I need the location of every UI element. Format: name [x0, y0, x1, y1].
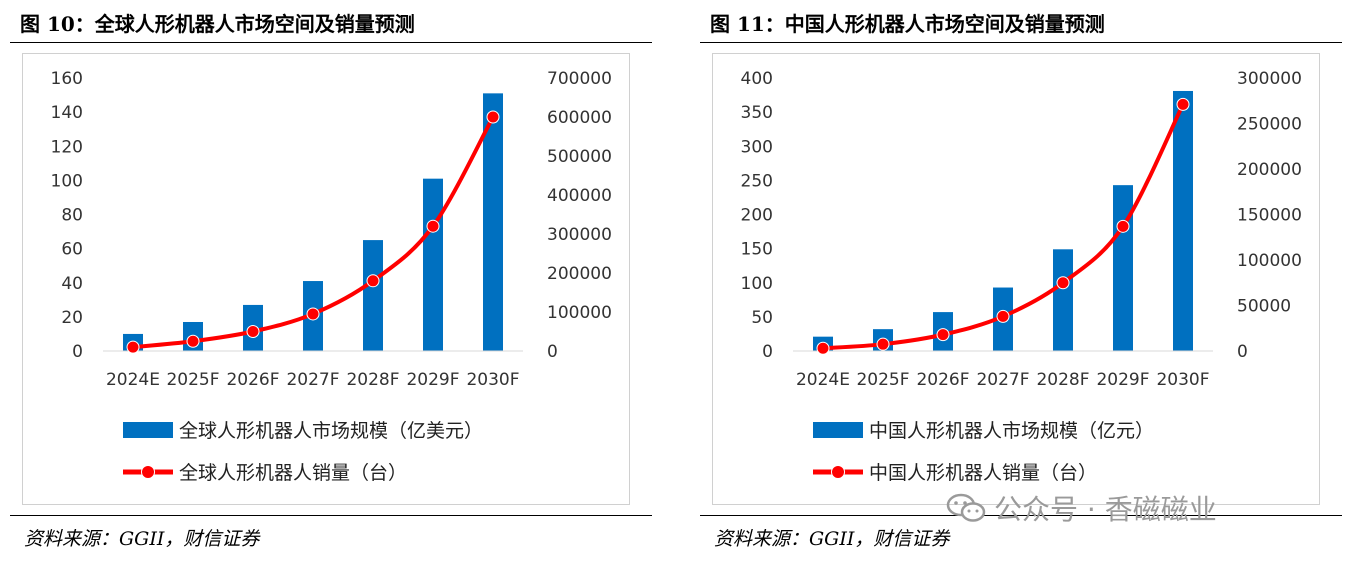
x-tick-label: 2025F [166, 370, 219, 390]
source-note: 资料来源：GGII，财信证券 [24, 528, 260, 550]
line-marker [1056, 276, 1070, 290]
x-tick-label: 2028F [1036, 370, 1089, 390]
chart-area: 0 50 100 150 200 250 300 350 400 0 50000 100000 1500… [712, 53, 1320, 505]
legend-line-marker [831, 465, 845, 479]
line-marker [426, 219, 440, 233]
y-left-tick-label: 140 [51, 103, 83, 123]
y-left-tick-label: 350 [741, 103, 773, 123]
line-marker [126, 340, 140, 354]
bottom-rule [700, 515, 1342, 516]
y-left-tick-label: 400 [741, 69, 773, 89]
figure-title: 图 10：全球人形机器人市场空间及销量预测 [20, 12, 415, 36]
y-left-tick-label: 200 [741, 206, 773, 226]
line-marker [936, 328, 950, 342]
bar [363, 240, 383, 351]
legend-line-label: 中国人形机器人销量（台） [869, 462, 1097, 484]
y-right-tick-label: 0 [547, 342, 558, 362]
top-rule [10, 42, 652, 43]
y-right-tick-label: 100000 [547, 303, 612, 323]
legend-line-marker [141, 465, 155, 479]
global-robot-chart: 0 20 40 60 80 100 120 140 160 0 100000 200000 300000… [51, 69, 612, 484]
y-left-tick-label: 0 [762, 342, 773, 362]
legend-bar-swatch [813, 422, 863, 438]
legend-bar-label: 中国人形机器人市场规模（亿元） [869, 420, 1154, 442]
x-tick-label: 2028F [346, 370, 399, 390]
watermark: 公众号 · 香磁磁业 [946, 488, 1217, 528]
y-left-tick-label: 120 [51, 137, 83, 157]
y-left-tick-label: 100 [741, 274, 773, 294]
legend-bar-label: 全球人形机器人市场规模（亿美元） [179, 420, 483, 442]
y-right-tick-label: 700000 [547, 69, 612, 89]
line-marker [876, 337, 890, 351]
legend-line-label: 全球人形机器人销量（台） [179, 462, 407, 484]
x-tick-label: 2030F [466, 370, 519, 390]
x-tick-label: 2024E [796, 370, 850, 390]
line-marker [1116, 219, 1130, 233]
x-tick-label: 2027F [286, 370, 339, 390]
line-marker [366, 274, 380, 288]
bar [1173, 90, 1193, 351]
bar [1053, 249, 1073, 351]
figure-title: 图 11：中国人形机器人市场空间及销量预测 [710, 12, 1105, 36]
y-left-tick-label: 300 [741, 137, 773, 157]
y-left-tick-label: 250 [741, 171, 773, 191]
y-right-tick-label: 300000 [1237, 69, 1302, 89]
x-tick-label: 2029F [406, 370, 459, 390]
line-marker [996, 309, 1010, 323]
wechat-icon [946, 493, 986, 522]
line-marker [306, 307, 320, 321]
china-robot-chart: 0 50 100 150 200 250 300 350 400 0 50000 100000 1500… [741, 69, 1302, 484]
line-marker [246, 325, 260, 338]
figure-10-panel: 图 10：全球人形机器人市场空间及销量预测 0 20 40 60 80 100 120 140… [10, 0, 652, 566]
y-left-tick-label: 0 [72, 342, 83, 362]
y-left-tick-label: 40 [61, 274, 83, 294]
y-left-tick-label: 50 [751, 308, 773, 328]
y-right-tick-label: 150000 [1237, 206, 1302, 226]
y-right-tick-label: 500000 [547, 147, 612, 167]
y-right-tick-label: 200000 [1237, 160, 1302, 180]
y-right-tick-label: 250000 [1237, 115, 1302, 135]
y-right-tick-label: 400000 [547, 186, 612, 206]
y-right-tick-label: 50000 [1237, 297, 1291, 317]
line-marker [186, 334, 200, 348]
watermark-text: 公众号 · 香磁磁业 [994, 493, 1217, 526]
y-right-tick-label: 100000 [1237, 251, 1302, 271]
bottom-rule [10, 515, 652, 516]
chart-area: 0 20 40 60 80 100 120 140 160 0 100000 200000 300000… [22, 53, 630, 505]
x-tick-label: 2027F [976, 370, 1029, 390]
y-right-tick-label: 0 [1237, 342, 1248, 362]
x-tick-label: 2026F [916, 370, 969, 390]
y-right-tick-label: 200000 [547, 264, 612, 284]
line-marker [486, 110, 500, 124]
y-left-tick-label: 80 [61, 206, 83, 226]
y-right-tick-label: 300000 [547, 225, 612, 245]
bar [483, 93, 503, 351]
legend-bar-swatch [123, 422, 173, 438]
y-left-tick-label: 150 [741, 240, 773, 260]
figure-11-panel: 图 11：中国人形机器人市场空间及销量预测 0 50 100 150 200 250 300… [700, 0, 1342, 566]
line-marker [816, 341, 830, 355]
y-left-tick-label: 20 [61, 308, 83, 328]
x-tick-label: 2025F [856, 370, 909, 390]
x-tick-label: 2030F [1156, 370, 1209, 390]
y-right-tick-label: 600000 [547, 108, 612, 128]
bar [1113, 185, 1133, 351]
x-tick-label: 2026F [226, 370, 279, 390]
line-marker [1176, 97, 1190, 111]
source-note: 资料来源：GGII，财信证券 [714, 528, 950, 550]
y-left-tick-label: 160 [51, 69, 83, 89]
x-tick-label: 2029F [1096, 370, 1149, 390]
bar [423, 178, 443, 351]
top-rule [700, 42, 1342, 43]
x-tick-label: 2024E [106, 370, 160, 390]
y-left-tick-label: 60 [61, 240, 83, 260]
y-left-tick-label: 100 [51, 171, 83, 191]
